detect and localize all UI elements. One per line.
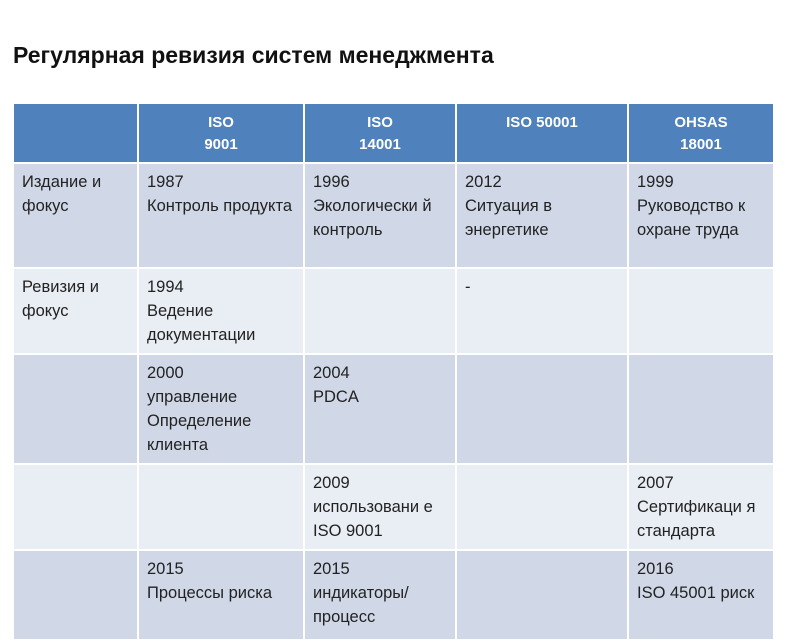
header-cell: ISO 14001 xyxy=(303,104,456,164)
table-cell: 2004 PDCA xyxy=(303,354,456,465)
table-cell: 2015 индикаторы/ процесс xyxy=(303,550,456,641)
table-cell: 2016 ISO 45001 риск xyxy=(627,550,773,641)
table-cell xyxy=(12,464,138,551)
table-cell: 2000 управление Определение клиента xyxy=(137,354,304,465)
header-cell: ISO 9001 xyxy=(137,104,304,164)
slide-title: Регулярная ревизия систем менеджмента xyxy=(13,42,494,68)
table-cell: Издание и фокус xyxy=(12,163,138,269)
table-cell: 2007 Сертификаци я стандарта xyxy=(627,464,773,551)
table-cell: 2009 использовани е ISO 9001 xyxy=(303,464,456,551)
table-row: Издание и фокус 1987 Контроль продукта 1… xyxy=(12,163,773,269)
header-cell: OHSAS 18001 xyxy=(627,104,773,164)
table-cell: 1987 Контроль продукта xyxy=(137,163,304,269)
table-cell xyxy=(455,464,628,551)
table-cell xyxy=(455,550,628,641)
table-row: Ревизия и фокус 1994 Ведение документаци… xyxy=(12,268,773,355)
table-cell: - xyxy=(455,268,628,355)
table-cell xyxy=(627,268,773,355)
header-cell: ISO 50001 xyxy=(455,104,628,164)
table-cell: Ревизия и фокус xyxy=(12,268,138,355)
standards-table: ISO 9001 ISO 14001 ISO 50001 OHSAS 18001… xyxy=(12,104,773,641)
table-row: 2015 Процессы риска 2015 индикаторы/ про… xyxy=(12,550,773,641)
table-cell: 1994 Ведение документации xyxy=(137,268,304,355)
table-cell xyxy=(12,354,138,465)
table-row: 2009 использовани е ISO 9001 2007 Сертиф… xyxy=(12,464,773,551)
table-cell xyxy=(627,354,773,465)
table-cell: 1996 Экологически й контроль xyxy=(303,163,456,269)
table-cell xyxy=(137,464,304,551)
table-cell xyxy=(12,550,138,641)
table-cell xyxy=(455,354,628,465)
header-row: ISO 9001 ISO 14001 ISO 50001 OHSAS 18001 xyxy=(12,104,773,164)
table-row: 2000 управление Определение клиента 2004… xyxy=(12,354,773,465)
header-cell xyxy=(12,104,138,164)
table-cell xyxy=(303,268,456,355)
table-cell: 1999 Руководство к охране труда xyxy=(627,163,773,269)
table-cell: 2015 Процессы риска xyxy=(137,550,304,641)
table-cell: 2012 Ситуация в энергетике xyxy=(455,163,628,269)
